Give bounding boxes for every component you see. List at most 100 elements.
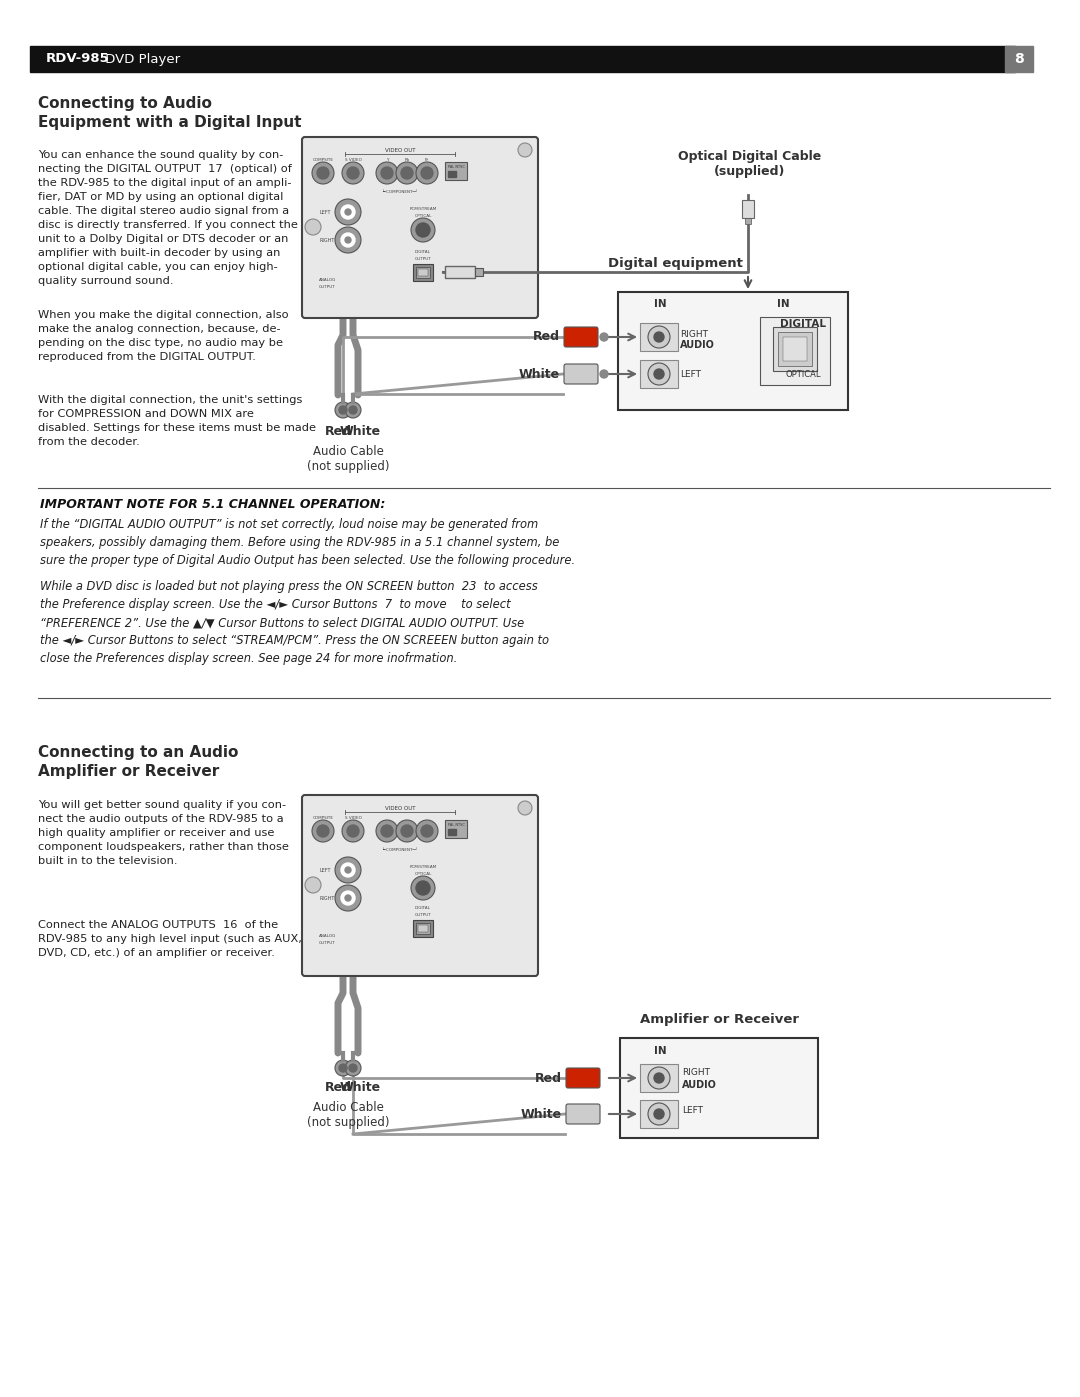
Text: LEFT: LEFT — [680, 370, 701, 379]
FancyBboxPatch shape — [566, 1104, 600, 1125]
Text: RDV-985: RDV-985 — [46, 53, 110, 66]
Text: DIGITAL: DIGITAL — [780, 319, 826, 330]
Text: White: White — [339, 1081, 380, 1094]
Text: IMPORTANT NOTE FOR 5.1 CHANNEL OPERATION:: IMPORTANT NOTE FOR 5.1 CHANNEL OPERATION… — [40, 497, 386, 511]
Circle shape — [318, 168, 329, 179]
Bar — [620, 1038, 818, 1139]
FancyBboxPatch shape — [302, 795, 538, 977]
Circle shape — [416, 882, 430, 895]
Circle shape — [654, 1109, 664, 1119]
Text: Amplifier or Receiver: Amplifier or Receiver — [639, 1013, 798, 1025]
Circle shape — [654, 1073, 664, 1083]
Circle shape — [648, 1067, 670, 1090]
Circle shape — [421, 168, 433, 179]
Text: OPTICAL: OPTICAL — [415, 872, 432, 876]
FancyBboxPatch shape — [564, 327, 598, 346]
Text: PCM/STREAM: PCM/STREAM — [409, 865, 436, 869]
Bar — [742, 200, 754, 218]
Bar — [760, 317, 831, 386]
Circle shape — [335, 856, 361, 883]
Text: IN: IN — [653, 299, 666, 309]
Bar — [778, 332, 812, 366]
Text: S VIDEO: S VIDEO — [345, 158, 362, 162]
Text: While a DVD disc is loaded but not playing press the ON SCREEN button  23  to ac: While a DVD disc is loaded but not playi… — [40, 580, 549, 665]
Circle shape — [345, 210, 351, 215]
Circle shape — [376, 162, 399, 184]
FancyBboxPatch shape — [566, 1067, 600, 1088]
Text: └─COMPONENT─┘: └─COMPONENT─┘ — [381, 848, 418, 852]
Text: LEFT: LEFT — [319, 210, 330, 215]
Text: White: White — [339, 425, 380, 439]
Circle shape — [401, 168, 413, 179]
Text: OPTICAL: OPTICAL — [415, 214, 432, 218]
Circle shape — [349, 407, 357, 414]
Text: IN: IN — [777, 299, 789, 309]
Circle shape — [648, 1104, 670, 1125]
Circle shape — [312, 162, 334, 184]
Text: IN: IN — [653, 1046, 666, 1056]
Bar — [1005, 46, 1032, 73]
Text: LEFT: LEFT — [681, 1106, 703, 1115]
Circle shape — [335, 198, 361, 225]
Circle shape — [341, 863, 355, 877]
Text: Red: Red — [324, 1081, 351, 1094]
Bar — [413, 264, 433, 281]
Text: 8: 8 — [1014, 52, 1024, 66]
Bar — [783, 337, 807, 360]
Text: If the “DIGITAL AUDIO OUTPUT” is not set correctly, loud noise may be generated : If the “DIGITAL AUDIO OUTPUT” is not set… — [40, 518, 576, 567]
Text: COMPSITE: COMPSITE — [312, 158, 334, 162]
Text: Optical Digital Cable
(supplied): Optical Digital Cable (supplied) — [678, 149, 822, 177]
Text: When you make the digital connection, also
make the analog connection, because, : When you make the digital connection, al… — [38, 310, 288, 362]
Text: AUDIO: AUDIO — [681, 1080, 717, 1090]
Circle shape — [345, 1060, 361, 1076]
Circle shape — [342, 820, 364, 842]
Bar — [416, 923, 430, 935]
Text: VIDEO OUT: VIDEO OUT — [384, 806, 415, 812]
Bar — [445, 162, 467, 180]
Text: ANALOG: ANALOG — [319, 935, 336, 937]
Text: PCM/STREAM: PCM/STREAM — [409, 207, 436, 211]
Text: PAL NTSC: PAL NTSC — [448, 823, 464, 827]
Text: Connect the ANALOG OUTPUTS  16  of the
RDV-985 to any high level input (such as : Connect the ANALOG OUTPUTS 16 of the RDV… — [38, 921, 302, 958]
Circle shape — [305, 219, 321, 235]
Text: DIGITAL: DIGITAL — [415, 907, 431, 909]
Circle shape — [345, 868, 351, 873]
Circle shape — [411, 218, 435, 242]
Text: COMPSITE: COMPSITE — [312, 816, 334, 820]
Circle shape — [345, 237, 351, 243]
Bar — [640, 360, 678, 388]
Circle shape — [318, 826, 329, 837]
Bar — [445, 820, 467, 838]
Circle shape — [312, 820, 334, 842]
Bar — [448, 170, 456, 177]
Text: Red: Red — [535, 1071, 562, 1084]
Circle shape — [305, 877, 321, 893]
Circle shape — [416, 820, 438, 842]
Bar — [416, 267, 430, 278]
Text: Connecting to Audio: Connecting to Audio — [38, 96, 212, 110]
Bar — [618, 292, 848, 409]
Bar — [448, 828, 456, 835]
Bar — [773, 327, 816, 372]
Text: OUTPUT: OUTPUT — [319, 285, 336, 289]
Text: RIGHT: RIGHT — [319, 895, 335, 901]
Bar — [413, 921, 433, 937]
Text: Connecting to an Audio: Connecting to an Audio — [38, 745, 239, 760]
Text: PAL NTSC: PAL NTSC — [448, 165, 464, 169]
Circle shape — [341, 891, 355, 905]
Bar — [640, 323, 678, 351]
Circle shape — [416, 162, 438, 184]
Circle shape — [416, 224, 430, 237]
Circle shape — [518, 800, 532, 814]
Bar — [745, 218, 751, 224]
Text: S VIDEO: S VIDEO — [345, 816, 362, 820]
Text: VIDEO OUT: VIDEO OUT — [384, 148, 415, 154]
FancyBboxPatch shape — [302, 137, 538, 319]
Circle shape — [341, 205, 355, 219]
Circle shape — [600, 370, 608, 379]
Circle shape — [341, 233, 355, 247]
Text: OUTPUT: OUTPUT — [415, 257, 431, 261]
Circle shape — [339, 1065, 347, 1071]
Circle shape — [335, 1060, 351, 1076]
Text: Red: Red — [534, 331, 561, 344]
